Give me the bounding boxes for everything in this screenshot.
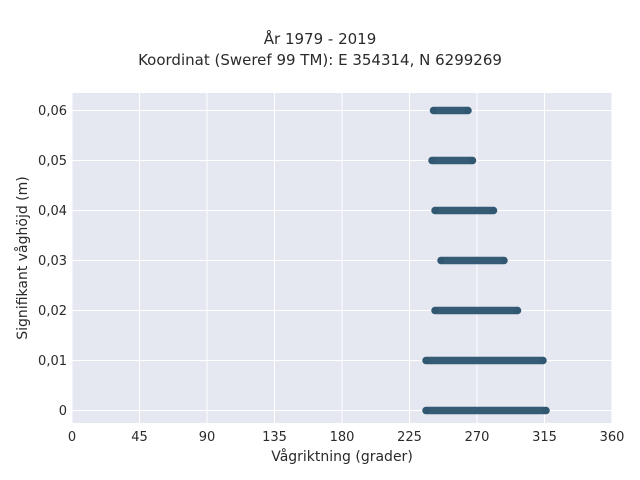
- y-tick-label: 0,01: [38, 354, 67, 369]
- grid: [71, 93, 613, 423]
- y-tick-label: 0: [59, 404, 67, 419]
- scatter-point: [422, 406, 430, 415]
- chart-subtitle: Koordinat (Sweref 99 TM): E 354314, N 62…: [138, 51, 502, 69]
- scatter-point: [428, 156, 436, 165]
- scatter-point: [431, 206, 439, 215]
- scatter-point: [431, 306, 439, 315]
- x-tick-label: 315: [532, 430, 557, 445]
- x-tick-label: 180: [330, 430, 355, 445]
- scatter-point-cluster: [431, 306, 522, 315]
- scatter-point: [464, 106, 472, 115]
- x-axis-label: Vågriktning (grader): [271, 448, 413, 465]
- data-points: [422, 106, 550, 415]
- y-axis-ticks: 0 0,01 0,02 0,03 0,04 0,05 0,06: [38, 104, 67, 419]
- x-tick-label: 135: [262, 430, 287, 445]
- scatter-point-cluster: [422, 356, 547, 365]
- scatter-point-cluster: [431, 206, 498, 215]
- y-axis-label: Signifikant våghöjd (m): [14, 176, 31, 339]
- x-tick-label: 0: [68, 430, 76, 445]
- scatter-point: [422, 356, 430, 365]
- y-tick-label: 0,04: [38, 204, 67, 219]
- scatter-point-cluster: [422, 406, 550, 415]
- scatter-point-cluster: [437, 256, 508, 265]
- y-tick-label: 0,05: [38, 154, 67, 169]
- scatter-point: [513, 306, 522, 315]
- x-tick-label: 360: [600, 430, 625, 445]
- y-tick-label: 0,02: [38, 304, 67, 319]
- scatter-point: [542, 406, 550, 415]
- scatter-point: [489, 206, 498, 215]
- scatter-point: [437, 256, 445, 265]
- scatter-point-cluster: [429, 106, 472, 115]
- x-axis-ticks: 0 45 90 135 180 225 270 315 360: [68, 430, 625, 445]
- scatter-point-cluster: [428, 156, 477, 165]
- y-tick-label: 0,03: [38, 254, 67, 269]
- y-tick-label: 0,06: [38, 104, 67, 119]
- chart-title: År 1979 - 2019: [263, 30, 377, 48]
- scatter-point: [500, 256, 508, 265]
- scatter-point: [539, 356, 547, 365]
- scatter-point: [429, 106, 438, 115]
- x-tick-label: 270: [465, 430, 490, 445]
- x-tick-label: 225: [397, 430, 422, 445]
- x-tick-label: 45: [131, 430, 148, 445]
- scatter-point: [468, 156, 477, 165]
- x-tick-label: 90: [199, 430, 216, 445]
